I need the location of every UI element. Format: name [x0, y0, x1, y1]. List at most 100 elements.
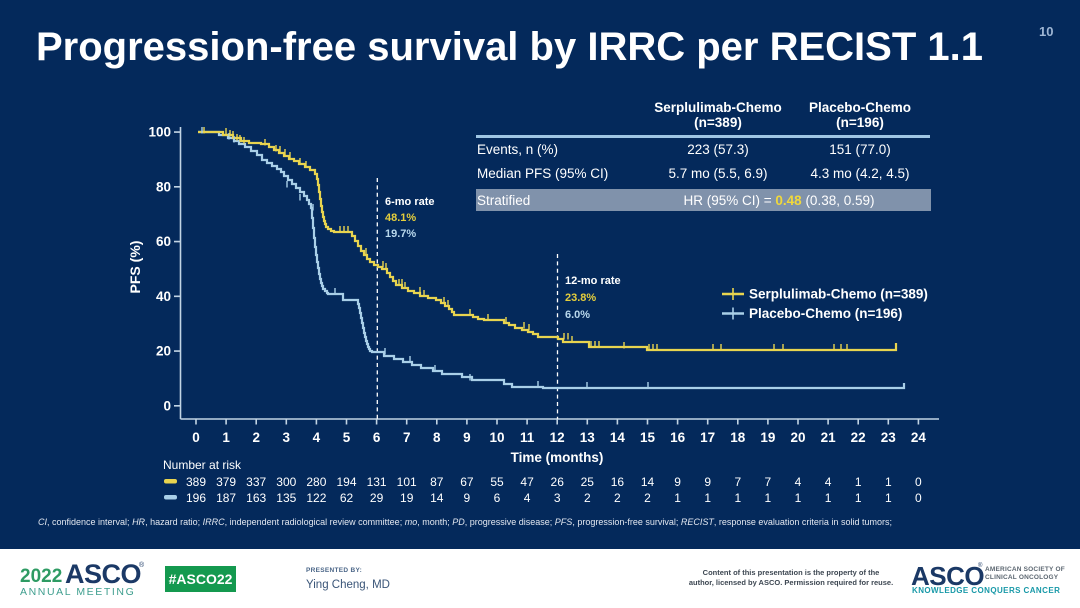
svg-text:87: 87: [430, 475, 444, 489]
svg-text:19: 19: [400, 491, 414, 505]
svg-text:1: 1: [855, 475, 862, 489]
svg-text:2: 2: [644, 491, 651, 505]
svg-text:48.1%: 48.1%: [385, 212, 416, 224]
svg-text:6: 6: [373, 430, 381, 445]
svg-text:16: 16: [670, 430, 686, 445]
svg-text:17: 17: [700, 430, 715, 445]
svg-text:1: 1: [885, 475, 892, 489]
svg-text:5: 5: [343, 430, 351, 445]
svg-text:16: 16: [611, 475, 625, 489]
svg-text:187: 187: [216, 491, 236, 505]
svg-text:163: 163: [246, 491, 266, 505]
svg-text:6: 6: [494, 491, 501, 505]
svg-text:14: 14: [641, 475, 655, 489]
svg-text:KNOWLEDGE CONQUERS CANCER: KNOWLEDGE CONQUERS CANCER: [912, 586, 1060, 595]
svg-text:AMERICAN SOCIETY OF: AMERICAN SOCIETY OF: [985, 566, 1065, 573]
svg-text:135: 135: [276, 491, 296, 505]
svg-text:14: 14: [430, 491, 444, 505]
svg-text:ASCO: ASCO: [911, 561, 984, 591]
svg-text:1: 1: [765, 491, 772, 505]
svg-text:23.8%: 23.8%: [565, 292, 596, 304]
svg-text:1: 1: [734, 491, 741, 505]
svg-text:ASCO: ASCO: [65, 559, 141, 589]
svg-text:47: 47: [520, 475, 534, 489]
svg-text:0: 0: [192, 430, 200, 445]
svg-text:122: 122: [306, 491, 326, 505]
svg-text:2: 2: [584, 491, 591, 505]
svg-text:12-mo rate: 12-mo rate: [565, 275, 621, 287]
svg-text:1: 1: [825, 491, 832, 505]
svg-text:23: 23: [881, 430, 897, 445]
svg-text:3: 3: [283, 430, 291, 445]
svg-text:2: 2: [614, 491, 621, 505]
svg-text:CLINICAL ONCOLOGY: CLINICAL ONCOLOGY: [985, 574, 1059, 581]
svg-text:6.0%: 6.0%: [565, 309, 590, 321]
svg-text:4: 4: [313, 430, 321, 445]
svg-text:11: 11: [520, 430, 535, 445]
svg-text:4: 4: [524, 491, 531, 505]
svg-text:80: 80: [156, 179, 171, 194]
svg-text:25: 25: [581, 475, 595, 489]
svg-text:40: 40: [156, 289, 171, 304]
svg-text:337: 337: [246, 475, 266, 489]
svg-text:14: 14: [610, 430, 626, 445]
svg-text:®: ®: [978, 562, 983, 569]
svg-text:379: 379: [216, 475, 236, 489]
svg-text:9: 9: [704, 475, 711, 489]
svg-text:100: 100: [148, 125, 171, 140]
svg-text:7: 7: [734, 475, 741, 489]
svg-text:60: 60: [156, 234, 171, 249]
svg-text:9: 9: [463, 430, 471, 445]
svg-text:67: 67: [460, 475, 474, 489]
svg-text:0: 0: [915, 475, 922, 489]
svg-text:15: 15: [640, 430, 656, 445]
svg-text:2022: 2022: [20, 566, 62, 587]
svg-text:4: 4: [825, 475, 832, 489]
svg-text:1: 1: [674, 491, 681, 505]
svg-text:29: 29: [370, 491, 384, 505]
svg-text:196: 196: [186, 491, 206, 505]
svg-text:7: 7: [403, 430, 411, 445]
svg-text:101: 101: [397, 475, 417, 489]
svg-text:0: 0: [163, 398, 171, 413]
svg-text:1: 1: [795, 491, 802, 505]
svg-text:1: 1: [855, 491, 862, 505]
svg-text:3: 3: [554, 491, 561, 505]
svg-text:1: 1: [222, 430, 230, 445]
svg-text:19.7%: 19.7%: [385, 228, 416, 240]
svg-text:12: 12: [550, 430, 565, 445]
svg-text:21: 21: [821, 430, 837, 445]
svg-text:20: 20: [156, 344, 171, 359]
svg-text:7: 7: [765, 475, 772, 489]
svg-text:Serplulimab-Chemo (n=389): Serplulimab-Chemo (n=389): [749, 287, 928, 302]
svg-text:Time (months): Time (months): [511, 450, 604, 465]
svg-text:22: 22: [851, 430, 866, 445]
svg-text:280: 280: [306, 475, 326, 489]
svg-text:9: 9: [674, 475, 681, 489]
svg-text:1: 1: [885, 491, 892, 505]
svg-text:24: 24: [911, 430, 927, 445]
svg-text:62: 62: [340, 491, 354, 505]
svg-text:8: 8: [433, 430, 441, 445]
svg-text:55: 55: [490, 475, 504, 489]
svg-text:1: 1: [704, 491, 711, 505]
svg-text:Placebo-Chemo (n=196): Placebo-Chemo (n=196): [749, 306, 902, 321]
svg-text:300: 300: [276, 475, 296, 489]
svg-text:19: 19: [760, 430, 775, 445]
svg-text:PFS (%): PFS (%): [127, 241, 143, 294]
svg-text:131: 131: [367, 475, 387, 489]
svg-text:389: 389: [186, 475, 206, 489]
svg-text:ANNUAL MEETING: ANNUAL MEETING: [20, 586, 135, 598]
svg-text:4: 4: [795, 475, 802, 489]
svg-text:194: 194: [336, 475, 356, 489]
svg-text:20: 20: [790, 430, 805, 445]
svg-text:10: 10: [489, 430, 504, 445]
svg-text:26: 26: [551, 475, 565, 489]
svg-text:9: 9: [464, 491, 471, 505]
svg-text:2: 2: [252, 430, 260, 445]
svg-text:®: ®: [139, 561, 145, 569]
svg-text:Number at risk: Number at risk: [163, 458, 242, 472]
svg-text:0: 0: [915, 491, 922, 505]
svg-text:13: 13: [580, 430, 596, 445]
svg-text:18: 18: [730, 430, 746, 445]
